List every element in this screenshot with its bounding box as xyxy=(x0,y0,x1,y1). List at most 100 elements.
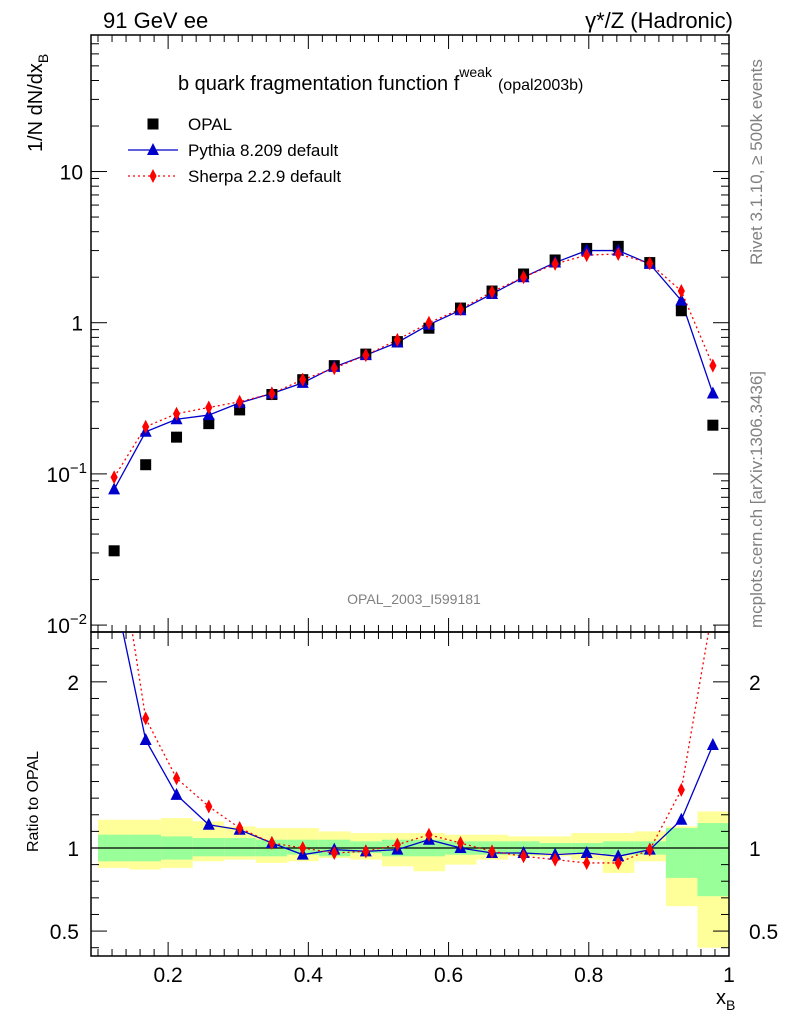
y-tick-label-exponent: −1 xyxy=(70,460,87,477)
header-right-label: γ*/Z (Hadronic) xyxy=(585,8,733,33)
ratio-point xyxy=(706,737,719,750)
ratio-point xyxy=(456,836,465,851)
legend-marker xyxy=(147,143,159,155)
data-point xyxy=(709,358,717,373)
data-point xyxy=(203,418,215,430)
data-point xyxy=(236,394,244,409)
ratio-point xyxy=(111,509,118,523)
main-series-group xyxy=(108,240,719,557)
ratio-point xyxy=(362,844,370,859)
rivet-version-label: Rivet 3.1.10, ≥ 500k events xyxy=(747,59,766,265)
main-title-text: b quark fragmentation function f xyxy=(178,73,460,95)
ratio-series-group xyxy=(111,509,719,870)
ratio-y-tick-label: 2 xyxy=(67,672,79,695)
legend-marker xyxy=(147,118,159,130)
y-tick-label: 10−1 xyxy=(47,460,87,487)
ratio-point xyxy=(202,817,215,830)
ratio-point xyxy=(139,733,152,745)
y-tick-label-exponent: −2 xyxy=(70,611,87,628)
ratio-point xyxy=(677,782,685,797)
legend-label: OPAL xyxy=(188,115,232,134)
series-line xyxy=(113,249,714,490)
data-point xyxy=(707,419,719,431)
main-y-axis-label: 1/N dN/dxB xyxy=(25,54,51,152)
y-tick-label-base: 10 xyxy=(47,464,70,487)
series-line xyxy=(113,253,714,478)
x-tick-label: 1 xyxy=(723,964,735,987)
x-axis-label-sub: B xyxy=(726,997,735,1013)
main-y-axis-label-sub: B xyxy=(35,54,51,63)
ratio-series-line xyxy=(122,632,714,857)
data-point xyxy=(519,270,528,285)
ratio-point xyxy=(425,827,433,842)
ratio-point xyxy=(519,849,528,864)
x-tick-label: 0.2 xyxy=(154,964,183,987)
ratio-point xyxy=(299,841,307,855)
legend-marker xyxy=(149,169,157,183)
data-point xyxy=(425,315,433,330)
x-tick-label: 0.6 xyxy=(434,964,463,987)
y-tick-label: 1 xyxy=(71,313,83,336)
ratio-point xyxy=(551,852,559,867)
ratio-y-tick-label: 0.5 xyxy=(50,921,79,944)
data-point xyxy=(142,419,150,434)
x-axis-label-text: x xyxy=(716,987,726,1009)
uncertainty-band-inner xyxy=(697,823,729,897)
ratio-point xyxy=(330,845,338,860)
ratio-point xyxy=(583,855,591,870)
ratio-point xyxy=(172,771,181,786)
data-point xyxy=(268,386,276,401)
y-tick-label: 10 xyxy=(60,162,83,185)
y-tick-label-base: 10 xyxy=(47,615,70,638)
data-point xyxy=(677,284,685,299)
data-point xyxy=(393,332,401,347)
data-point xyxy=(675,293,688,306)
ratio-y-tick-label-right: 1 xyxy=(749,838,761,861)
data-point xyxy=(140,459,152,471)
data-point xyxy=(488,284,496,299)
ratio-frame xyxy=(90,631,730,957)
data-point xyxy=(234,404,246,416)
ratio-point xyxy=(393,837,401,852)
data-point xyxy=(108,482,121,495)
ratio-point xyxy=(170,787,183,800)
data-point xyxy=(108,545,120,557)
ratio-point xyxy=(709,600,716,614)
ratio-y-axis-label: Ratio to OPAL xyxy=(25,751,42,852)
uncertainty-band-inner xyxy=(665,828,698,878)
legend: OPAL Pythia 8.209 default Sherpa 2.2.9 def… xyxy=(128,115,341,186)
ratio-point xyxy=(236,821,244,836)
x-tick-label: 0.4 xyxy=(294,964,324,987)
x-axis-label: xB xyxy=(716,987,735,1013)
ratio-point xyxy=(614,855,622,870)
ratio-plot: 0.2 0.4 0.6 0.8 1 0.5 0.5 1 1 2 2 xyxy=(50,509,778,987)
ratio-series-line xyxy=(131,632,710,864)
data-point xyxy=(171,431,183,443)
data-point xyxy=(646,256,654,271)
data-point xyxy=(110,470,118,485)
ratio-point xyxy=(142,711,150,726)
ratio-point xyxy=(675,812,688,825)
data-point xyxy=(706,386,719,399)
main-title: b quark fragmentation function fweak (opa… xyxy=(178,64,583,95)
data-point xyxy=(675,305,687,317)
ratio-y-tick-label: 1 xyxy=(67,838,79,861)
mcplots-label: mcplots.cern.ch [arXiv:1306.3436] xyxy=(747,371,766,628)
header-left-label: 91 GeV ee xyxy=(103,8,208,33)
data-point xyxy=(205,400,213,415)
uncertainty-band-inner xyxy=(192,838,225,857)
legend-label: Sherpa 2.2.9 default xyxy=(188,167,341,186)
main-title-sup: weak xyxy=(458,64,493,80)
ratio-bands xyxy=(98,811,729,948)
x-tick-label: 0.8 xyxy=(574,964,603,987)
data-point xyxy=(330,361,338,376)
watermark-label: OPAL_2003_I599181 xyxy=(347,591,481,607)
ratio-point xyxy=(580,845,593,858)
data-point xyxy=(299,372,307,387)
ratio-point xyxy=(612,849,625,862)
ratio-point xyxy=(205,799,213,814)
main-y-axis-label-text: 1/N dN/dx xyxy=(25,63,47,152)
data-point xyxy=(583,248,591,263)
